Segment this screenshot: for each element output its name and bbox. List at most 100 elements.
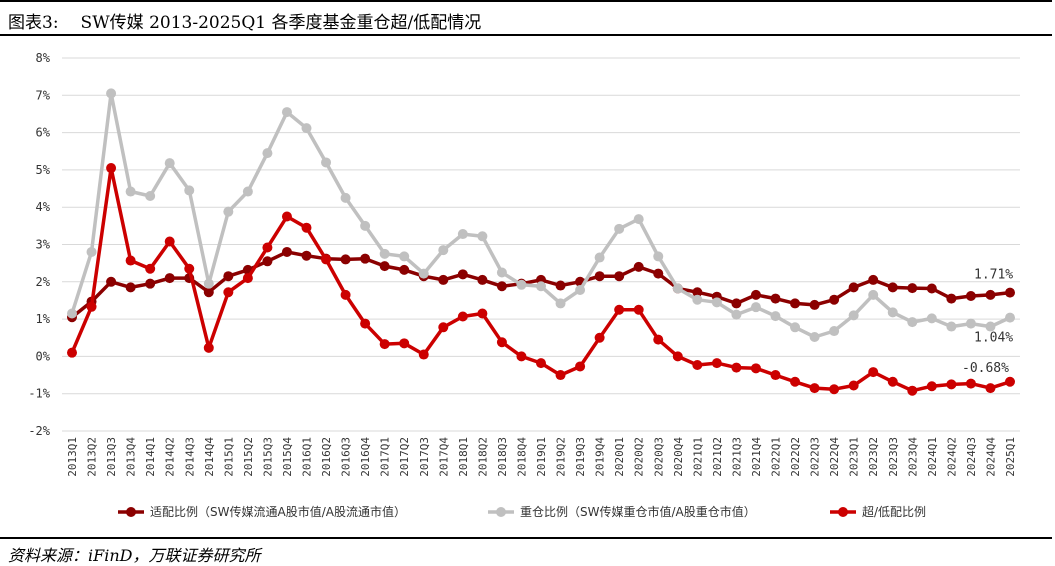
data-point bbox=[731, 309, 742, 320]
data-point bbox=[926, 283, 937, 294]
data-point bbox=[340, 289, 351, 300]
data-point bbox=[399, 264, 410, 275]
source-bar: 资料来源：iFinD，万联证券研究所 bbox=[0, 537, 1052, 565]
x-tick-label: 2023Q3 bbox=[887, 437, 900, 477]
x-tick-label: 2016Q1 bbox=[301, 437, 314, 477]
data-point bbox=[360, 318, 371, 329]
data-point bbox=[379, 339, 390, 350]
figure-title: SW传媒 2013-2025Q1 各季度基金重仓超/低配情况 bbox=[80, 13, 482, 33]
y-tick-label: 5% bbox=[36, 163, 51, 177]
data-point bbox=[770, 370, 781, 381]
data-point bbox=[829, 294, 840, 305]
data-point bbox=[360, 220, 371, 231]
data-point bbox=[145, 278, 156, 289]
data-point bbox=[457, 229, 468, 240]
data-point bbox=[750, 363, 761, 374]
data-point bbox=[1005, 287, 1015, 298]
data-point bbox=[731, 362, 742, 373]
y-tick-label: 8% bbox=[36, 51, 51, 65]
x-tick-label: 2015Q2 bbox=[242, 437, 255, 477]
data-point bbox=[887, 282, 898, 293]
y-tick-label: -1% bbox=[28, 387, 50, 401]
data-point bbox=[203, 287, 214, 298]
data-point bbox=[790, 376, 801, 387]
data-point bbox=[184, 185, 195, 196]
data-point bbox=[965, 318, 976, 329]
data-point bbox=[418, 349, 429, 360]
x-tick-label: 2022Q2 bbox=[789, 437, 802, 477]
data-point bbox=[809, 332, 820, 343]
x-tick-label: 2018Q2 bbox=[476, 437, 489, 477]
data-point bbox=[457, 269, 468, 280]
data-point bbox=[594, 332, 605, 343]
x-tick-label: 2019Q1 bbox=[535, 437, 548, 477]
x-tick-label: 2020Q2 bbox=[633, 437, 646, 477]
x-tick-label: 2014Q2 bbox=[164, 437, 177, 477]
data-point bbox=[692, 287, 703, 298]
data-point bbox=[242, 273, 253, 284]
data-point bbox=[301, 250, 312, 261]
y-tick-label: -2% bbox=[28, 424, 50, 438]
data-point bbox=[965, 290, 976, 301]
x-tick-label: 2020Q4 bbox=[672, 437, 685, 477]
data-point bbox=[965, 378, 976, 389]
legend-entry: 重仓比例（SW传媒重仓市值/A股重仓市值） bbox=[520, 504, 756, 519]
data-point bbox=[125, 255, 136, 266]
data-point bbox=[67, 347, 77, 358]
data-point bbox=[477, 308, 488, 319]
data-point bbox=[926, 313, 937, 324]
x-tick-label: 2023Q1 bbox=[848, 437, 861, 477]
x-tick-label: 2024Q1 bbox=[926, 437, 939, 477]
data-point bbox=[633, 261, 644, 272]
data-point bbox=[125, 282, 136, 293]
data-point bbox=[907, 317, 918, 328]
data-point bbox=[438, 245, 449, 256]
x-tick-label: 2016Q4 bbox=[359, 437, 372, 477]
x-tick-label: 2024Q3 bbox=[965, 437, 978, 477]
x-tick-label: 2022Q3 bbox=[809, 437, 822, 477]
chart-title: 图表3: SW传媒 2013-2025Q1 各季度基金重仓超/低配情况 bbox=[8, 8, 481, 33]
data-point bbox=[907, 385, 918, 396]
data-point bbox=[614, 304, 625, 315]
data-point bbox=[125, 186, 136, 197]
x-tick-label: 2013Q3 bbox=[105, 437, 118, 477]
line-chart: 8% 7% 6% 5% 4% 3% 2% 1% 0% -1% -2% 2013Q1 2013Q2 2013… bbox=[28, 51, 1020, 519]
data-point bbox=[164, 236, 175, 247]
data-point bbox=[340, 192, 351, 203]
title-bar: 图表3: SW传媒 2013-2025Q1 各季度基金重仓超/低配情况 bbox=[0, 0, 1052, 36]
x-tick-label: 2023Q2 bbox=[867, 437, 880, 477]
data-point bbox=[692, 294, 703, 305]
data-point bbox=[67, 308, 77, 319]
y-tick-label: 3% bbox=[36, 238, 51, 252]
data-point bbox=[184, 263, 195, 274]
data-point bbox=[653, 334, 664, 345]
data-point bbox=[281, 107, 292, 118]
data-point bbox=[770, 293, 781, 304]
data-point bbox=[164, 273, 175, 284]
x-tick-label: 2017Q1 bbox=[379, 437, 392, 477]
data-point bbox=[106, 88, 117, 99]
data-point bbox=[438, 322, 449, 333]
data-point bbox=[887, 376, 898, 387]
data-point bbox=[301, 123, 312, 134]
data-point bbox=[985, 383, 996, 394]
x-tick-label: 2017Q2 bbox=[398, 437, 411, 477]
data-point bbox=[457, 311, 468, 322]
data-point bbox=[946, 321, 957, 332]
data-point bbox=[516, 351, 527, 362]
x-tick-label: 2015Q3 bbox=[261, 437, 274, 477]
figure-number: 图表3: bbox=[8, 13, 59, 33]
x-tick-label: 2023Q4 bbox=[906, 437, 919, 477]
data-point bbox=[985, 321, 996, 332]
data-point bbox=[887, 307, 898, 318]
data-point bbox=[868, 367, 879, 378]
data-point bbox=[653, 268, 664, 279]
data-point bbox=[281, 211, 292, 222]
data-point bbox=[164, 158, 175, 169]
data-point bbox=[477, 274, 488, 285]
data-point bbox=[848, 380, 859, 391]
x-tick-label: 2021Q3 bbox=[730, 437, 743, 477]
data-point bbox=[614, 223, 625, 234]
data-point bbox=[1005, 312, 1015, 323]
data-point bbox=[438, 274, 449, 285]
